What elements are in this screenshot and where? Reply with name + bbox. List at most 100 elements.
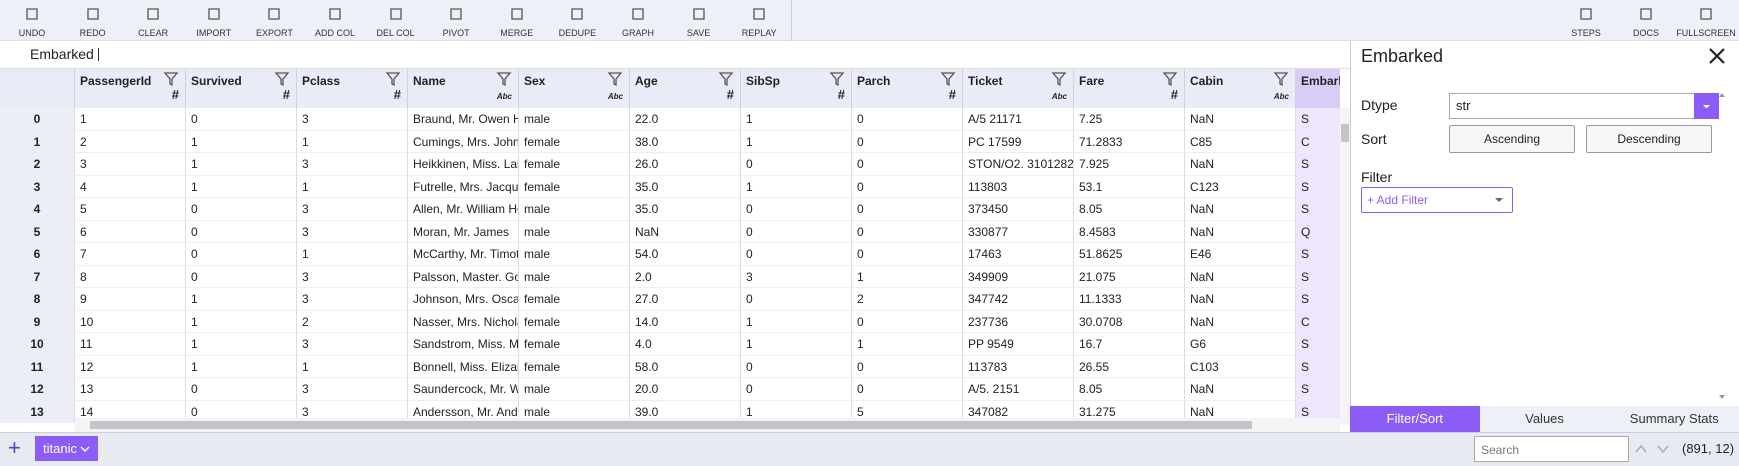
toolbar-icon[interactable] <box>24 6 40 22</box>
cell[interactable]: 11 <box>75 333 186 356</box>
cell[interactable]: 0 <box>852 355 963 378</box>
toolbar-button[interactable]: ADD COL <box>314 28 355 38</box>
filter-icon[interactable] <box>829 71 845 87</box>
toolbar-icon[interactable] <box>691 6 707 22</box>
cell[interactable]: 10 <box>75 310 186 333</box>
toolbar-icon[interactable] <box>1698 6 1714 22</box>
cell[interactable]: 2 <box>297 310 408 333</box>
column-header[interactable]: Cabin Abc <box>1185 69 1296 108</box>
cell[interactable]: C85 <box>1185 130 1296 153</box>
cell[interactable]: S <box>1296 265 1340 288</box>
cell[interactable]: female <box>519 355 630 378</box>
filter-icon[interactable] <box>163 71 179 87</box>
toolbar-button[interactable]: DEDUPE <box>558 28 597 38</box>
cell[interactable]: A/5. 2151 <box>963 378 1074 401</box>
toolbar-button[interactable]: DOCS <box>1632 28 1659 38</box>
toolbar-button[interactable]: MERGE <box>500 28 534 38</box>
cell[interactable]: 0 <box>852 130 963 153</box>
toolbar-button[interactable]: GRAPH <box>621 28 654 38</box>
sheet-tab[interactable]: titanic <box>35 436 98 461</box>
cell[interactable]: McCarthy, Mr. Timoth <box>408 243 519 266</box>
cell[interactable]: NaN <box>1185 220 1296 243</box>
cell[interactable]: 1 <box>741 175 852 198</box>
cell[interactable]: male <box>519 265 630 288</box>
column-header[interactable]: Fare # <box>1074 69 1185 108</box>
toolbar-button[interactable]: REPLAY <box>741 28 777 38</box>
cell[interactable]: 3 <box>741 265 852 288</box>
cell[interactable]: 3 <box>297 378 408 401</box>
cell[interactable]: 3 <box>297 198 408 221</box>
cell[interactable]: 1 <box>186 130 297 153</box>
cell[interactable]: NaN <box>1185 288 1296 311</box>
panel-tab[interactable]: Summary Stats <box>1629 411 1719 426</box>
cell[interactable]: 14.0 <box>630 310 741 333</box>
cell[interactable]: 3 <box>297 288 408 311</box>
cell[interactable]: Q <box>1296 220 1340 243</box>
cell[interactable]: Allen, Mr. William He <box>408 198 519 221</box>
cell[interactable]: 35.0 <box>630 198 741 221</box>
filter-icon[interactable] <box>607 71 623 87</box>
cell[interactable]: 1 <box>75 108 186 131</box>
cell[interactable]: 0 <box>741 243 852 266</box>
cell[interactable]: 0 <box>186 108 297 131</box>
cell[interactable]: 3 <box>297 265 408 288</box>
filter-icon[interactable] <box>385 71 401 87</box>
cell[interactable]: 8 <box>75 265 186 288</box>
cell[interactable]: 21.075 <box>1074 265 1185 288</box>
close-icon[interactable] <box>1708 47 1726 65</box>
cell[interactable]: 113803 <box>963 175 1074 198</box>
cell[interactable]: 7.25 <box>1074 108 1185 131</box>
cell[interactable]: 113783 <box>963 355 1074 378</box>
cell[interactable]: male <box>519 108 630 131</box>
cell[interactable]: 2 <box>852 288 963 311</box>
cell[interactable]: 35.0 <box>630 175 741 198</box>
search-nav[interactable] <box>1634 443 1674 455</box>
filter-icon[interactable] <box>718 71 734 87</box>
column-header[interactable]: Pclass # <box>297 69 408 108</box>
cell[interactable]: 1 <box>186 333 297 356</box>
cell[interactable]: 54.0 <box>630 243 741 266</box>
cell[interactable]: female <box>519 288 630 311</box>
cell[interactable]: 0 <box>741 198 852 221</box>
cell[interactable]: male <box>519 243 630 266</box>
cell[interactable]: S <box>1296 175 1340 198</box>
cell[interactable]: 0 <box>186 243 297 266</box>
cell[interactable]: 0 <box>741 220 852 243</box>
h-scrollbar[interactable] <box>75 418 1340 432</box>
cell[interactable]: STON/O2. 3101282 <box>963 153 1074 176</box>
search-input[interactable]: Search <box>1474 436 1629 462</box>
cell[interactable]: NaN <box>1185 198 1296 221</box>
cell[interactable]: S <box>1296 153 1340 176</box>
cell[interactable]: 58.0 <box>630 355 741 378</box>
cell[interactable]: 3 <box>297 220 408 243</box>
cell[interactable]: 0 <box>741 378 852 401</box>
cell[interactable]: NaN <box>1185 153 1296 176</box>
cell[interactable]: 11.1333 <box>1074 288 1185 311</box>
cell[interactable]: 3 <box>75 153 186 176</box>
toolbar-icon[interactable] <box>327 6 343 22</box>
cell[interactable]: 30.0708 <box>1074 310 1185 333</box>
column-header[interactable]: Age # <box>630 69 741 108</box>
filter-icon[interactable] <box>496 71 512 87</box>
cell[interactable]: 1 <box>186 175 297 198</box>
cell[interactable]: 347742 <box>963 288 1074 311</box>
cell[interactable]: 53.1 <box>1074 175 1185 198</box>
cell[interactable]: C <box>1296 130 1340 153</box>
cell[interactable]: 4.0 <box>630 333 741 356</box>
cell[interactable]: NaN <box>1185 310 1296 333</box>
cell[interactable]: 20.0 <box>630 378 741 401</box>
toolbar-icon[interactable] <box>1638 6 1654 22</box>
cell[interactable]: 0 <box>852 243 963 266</box>
cell[interactable]: 8.05 <box>1074 378 1185 401</box>
toolbar-button[interactable]: CLEAR <box>138 28 169 38</box>
toolbar-button[interactable]: UNDO <box>18 28 46 38</box>
cell[interactable]: 26.0 <box>630 153 741 176</box>
cell[interactable]: 0 <box>852 153 963 176</box>
toolbar-button[interactable]: STEPS <box>1571 28 1601 38</box>
cell[interactable]: 27.0 <box>630 288 741 311</box>
cell[interactable]: 2.0 <box>630 265 741 288</box>
cell[interactable]: 1 <box>297 130 408 153</box>
cell[interactable]: 9 <box>75 288 186 311</box>
toolbar-button[interactable]: DEL COL <box>376 28 415 38</box>
cell[interactable]: 1 <box>297 243 408 266</box>
